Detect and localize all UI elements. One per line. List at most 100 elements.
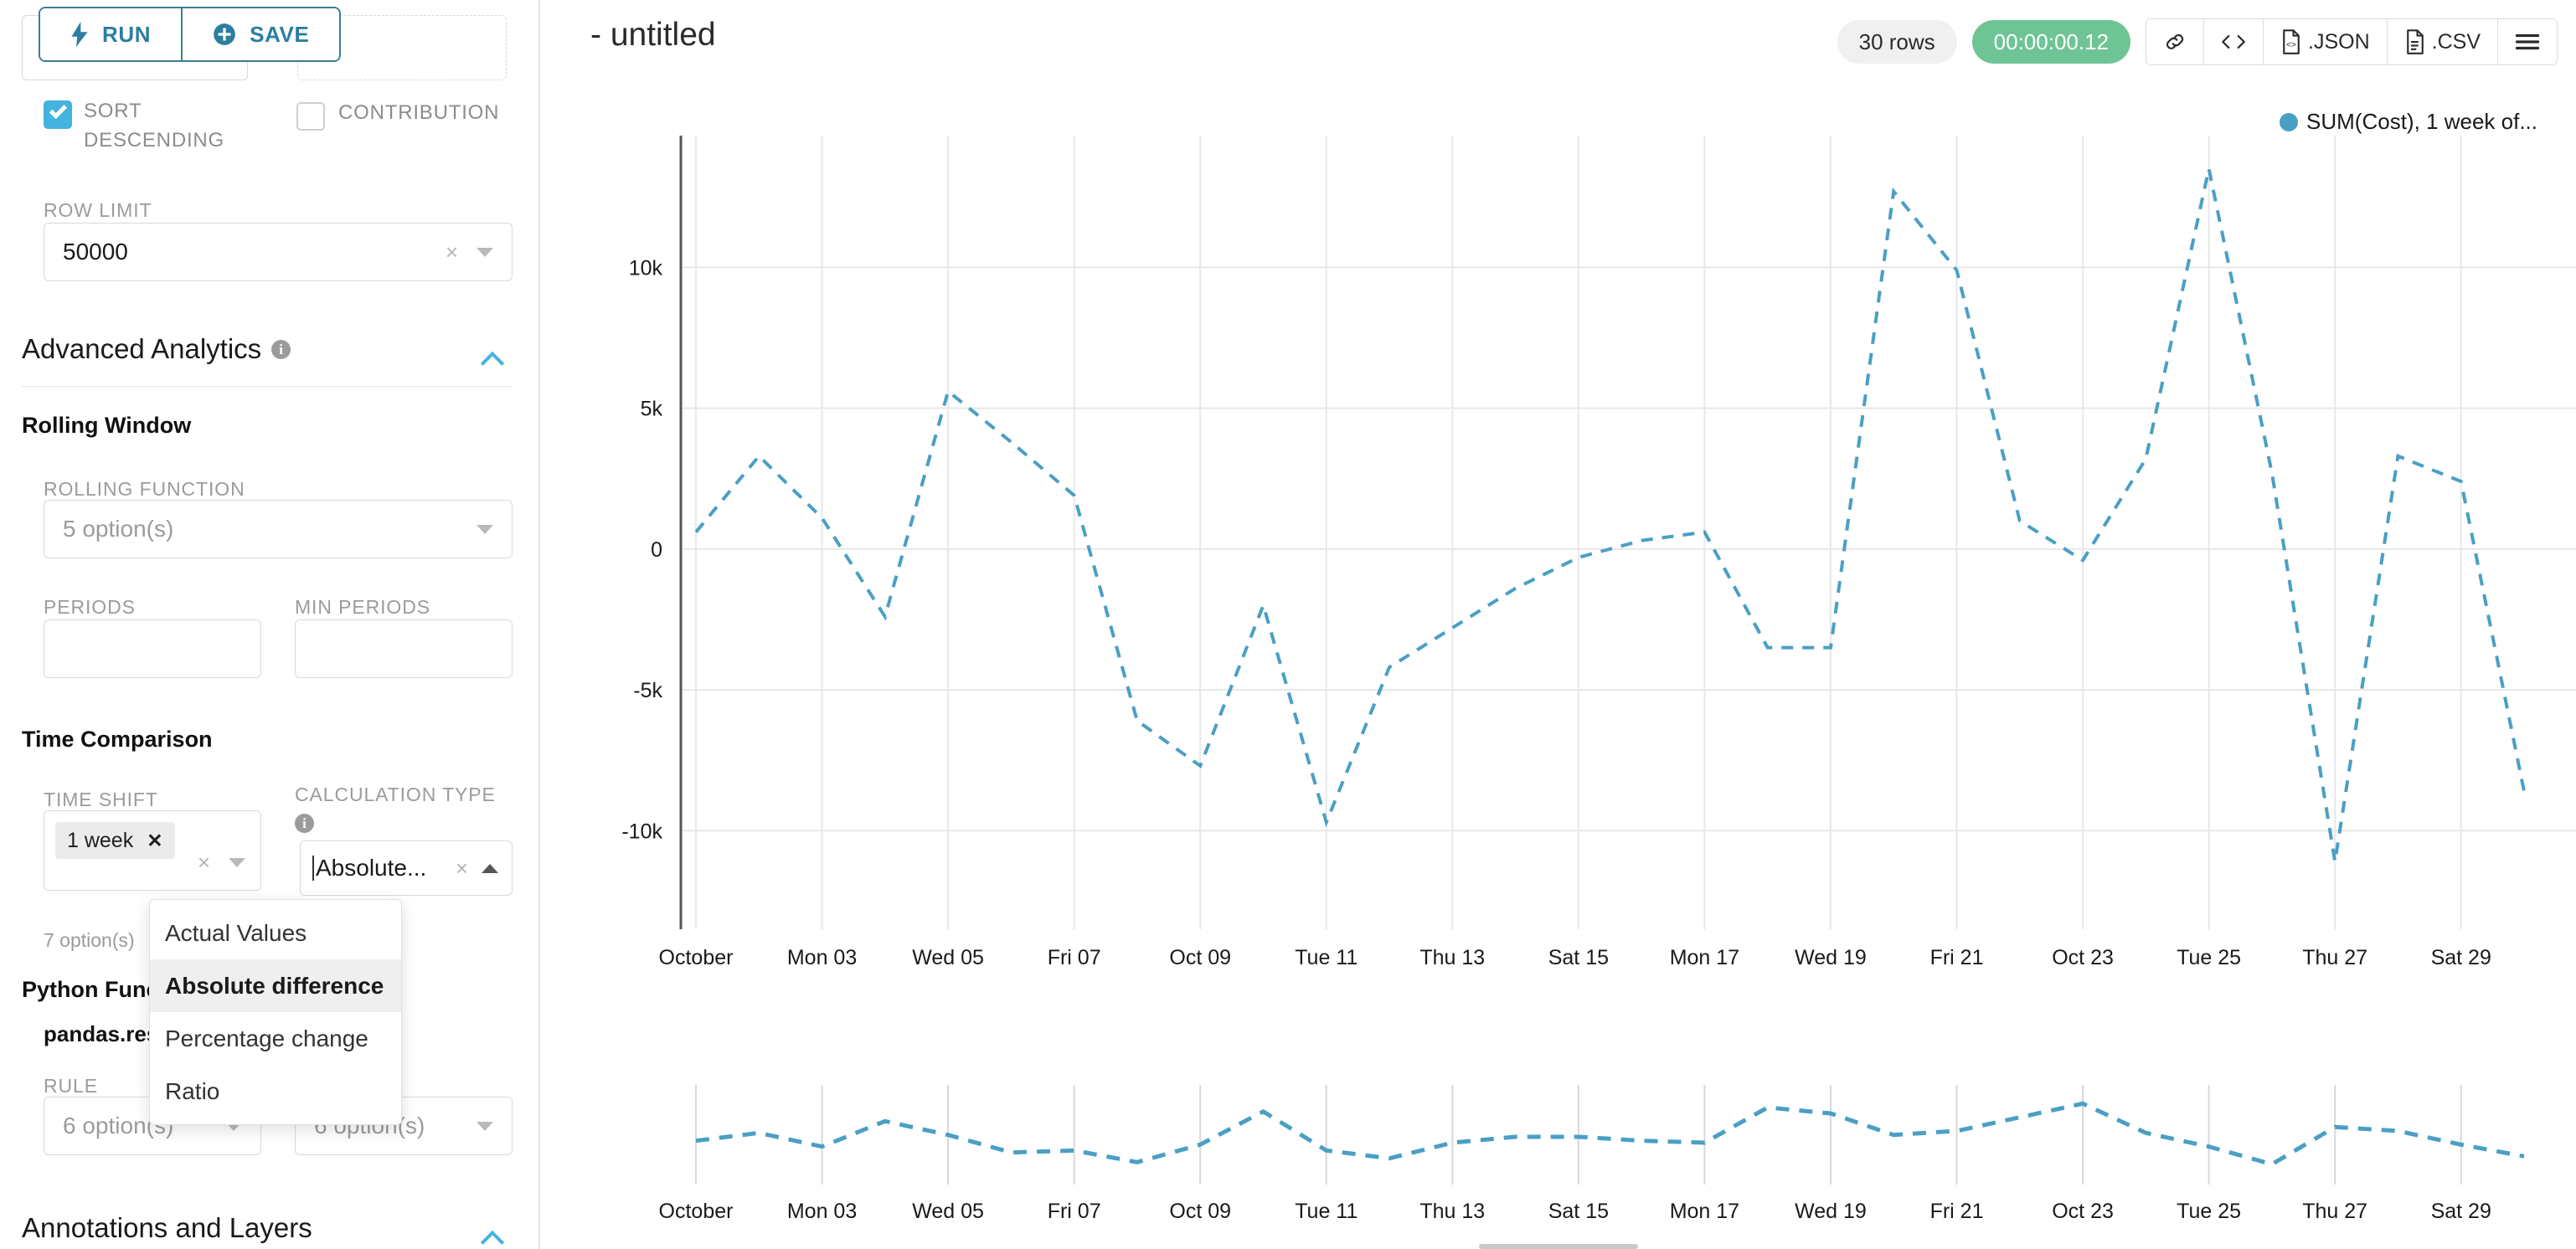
row-limit-select[interactable]: 50000 × xyxy=(44,223,513,281)
horizontal-scrollbar[interactable] xyxy=(1478,1244,1638,1249)
csv-download-label: .CSV xyxy=(2431,29,2481,54)
chart-legend[interactable]: SUM(Cost), 1 week of... xyxy=(2280,109,2537,135)
menu-icon[interactable] xyxy=(2497,19,2557,64)
code-icon[interactable] xyxy=(2203,19,2264,64)
svg-text:Thu 13: Thu 13 xyxy=(1419,1200,1485,1223)
svg-text:Oct 23: Oct 23 xyxy=(2052,1200,2114,1223)
run-save-button-group[interactable]: RUN SAVE xyxy=(39,7,342,62)
row-limit-label: ROW LIMIT xyxy=(44,199,152,221)
overview-line-chart[interactable]: October Mon 03 Wed 05 Fri 07 Oct 09 Tue 11 Thu… xyxy=(540,1073,2576,1232)
control-panel-sidebar[interactable]: 7 option(s) RUN SAVE xyxy=(0,0,540,1249)
contribution-label: CONTRIBUTION xyxy=(338,101,500,124)
clear-icon[interactable]: × xyxy=(197,850,210,875)
svg-text:-5k: -5k xyxy=(633,679,662,702)
clear-icon[interactable]: × xyxy=(445,239,458,265)
advanced-analytics-collapse-icon[interactable] xyxy=(480,351,505,376)
svg-text:Fri 07: Fri 07 xyxy=(1048,946,1101,969)
svg-text:Thu 27: Thu 27 xyxy=(2302,946,2367,969)
svg-text:Mon 17: Mon 17 xyxy=(1670,946,1739,969)
svg-text:Thu 27: Thu 27 xyxy=(2302,1200,2367,1223)
row-count-badge: 30 rows xyxy=(1837,20,1957,64)
calculation-type-label: CALCULATION TYPE xyxy=(295,784,496,805)
min-periods-label: MIN PERIODS xyxy=(295,596,430,618)
chevron-down-icon[interactable] xyxy=(229,857,245,867)
svg-text:Fri 07: Fri 07 xyxy=(1048,1200,1101,1223)
chevron-up-icon[interactable] xyxy=(482,863,498,873)
time-shift-token[interactable]: 1 week ✕ xyxy=(55,822,175,859)
remove-token-icon[interactable]: ✕ xyxy=(147,829,163,851)
svg-text:Thu 13: Thu 13 xyxy=(1419,946,1485,969)
csv-download-button[interactable]: .CSV xyxy=(2386,19,2497,64)
chart-action-group[interactable]: <> .JSON .CSV xyxy=(2146,18,2558,65)
save-button[interactable]: SAVE xyxy=(181,8,340,60)
advanced-analytics-title: Advanced Analytics xyxy=(22,333,262,364)
time-shift-token-label: 1 week xyxy=(67,828,134,852)
svg-text:October: October xyxy=(659,1200,734,1223)
svg-text:Sat 15: Sat 15 xyxy=(1548,946,1609,969)
svg-text:Mon 03: Mon 03 xyxy=(787,946,857,969)
min-periods-input[interactable] xyxy=(295,619,513,678)
legend-label: SUM(Cost), 1 week of... xyxy=(2306,109,2537,134)
calculation-type-value: Absolute... xyxy=(316,855,427,881)
periods-label: PERIODS xyxy=(44,596,136,618)
dropdown-option-percentage-change[interactable]: Percentage change xyxy=(165,1025,368,1051)
time-shift-label: TIME SHIFT xyxy=(44,789,158,810)
chevron-down-icon[interactable] xyxy=(477,1121,493,1131)
rolling-function-placeholder: 5 option(s) xyxy=(63,516,174,542)
chevron-down-icon[interactable] xyxy=(225,1121,242,1131)
dropdown-option-actual-values[interactable]: Actual Values xyxy=(165,919,307,946)
annotations-and-layers-title: Annotations and Layers xyxy=(22,1212,312,1243)
link-icon[interactable] xyxy=(2146,19,2204,64)
svg-text:Wed 19: Wed 19 xyxy=(1795,946,1867,969)
chevron-down-icon[interactable] xyxy=(477,247,493,257)
save-button-label: SAVE xyxy=(250,21,310,47)
main-line-chart[interactable]: 10k 5k 0 -5k -10k October Mon 03 Wed 05 Fri 07 Oc… xyxy=(540,134,2576,1046)
annotations-and-layers-header[interactable]: Annotations and Layers xyxy=(22,1212,312,1244)
run-button[interactable]: RUN xyxy=(40,8,182,60)
check-icon xyxy=(49,100,68,120)
dropdown-option-ratio[interactable]: Ratio xyxy=(165,1077,220,1104)
divider xyxy=(22,386,513,387)
svg-text:10k: 10k xyxy=(629,256,663,280)
rolling-function-label: ROLLING FUNCTION xyxy=(44,478,245,500)
sort-descending-checkbox[interactable] xyxy=(44,100,72,129)
run-button-label: RUN xyxy=(102,21,152,47)
svg-text:Fri 21: Fri 21 xyxy=(1930,946,1984,969)
calculation-type-select[interactable]: Absolute... × xyxy=(300,840,513,896)
query-time-badge: 00:00:00.12 xyxy=(1971,20,2131,64)
info-icon[interactable]: i xyxy=(271,339,291,359)
periods-input[interactable] xyxy=(44,619,261,678)
svg-text:Oct 23: Oct 23 xyxy=(2052,946,2114,969)
row-limit-value: 50000 xyxy=(63,239,128,265)
legend-swatch xyxy=(2280,112,2299,131)
rolling-function-select[interactable]: 5 option(s) xyxy=(44,500,513,558)
svg-text:Wed 05: Wed 05 xyxy=(912,946,984,969)
calculation-type-dropdown-menu[interactable]: Actual Values Absolute difference Percen… xyxy=(149,899,402,1125)
svg-text:Sat 29: Sat 29 xyxy=(2431,946,2491,969)
svg-text:Mon 17: Mon 17 xyxy=(1670,1200,1739,1223)
svg-text:Wed 05: Wed 05 xyxy=(912,1200,984,1223)
json-download-label: .JSON xyxy=(2308,29,2370,54)
chevron-down-icon[interactable] xyxy=(477,524,493,534)
svg-text:-10k: -10k xyxy=(621,820,662,843)
plus-circle-icon xyxy=(213,23,236,46)
time-comparison-title: Time Comparison xyxy=(22,727,213,752)
advanced-analytics-header[interactable]: Advanced Analytics i xyxy=(22,333,291,365)
annotations-collapse-icon[interactable] xyxy=(480,1230,505,1249)
svg-text:5k: 5k xyxy=(641,398,663,421)
dropdown-option-absolute-difference[interactable]: Absolute difference xyxy=(150,959,401,1012)
bolt-icon xyxy=(70,22,89,47)
svg-text:Tue 11: Tue 11 xyxy=(1295,1200,1358,1223)
json-download-button[interactable]: <> .JSON xyxy=(2263,19,2387,64)
svg-text:Tue 25: Tue 25 xyxy=(2177,946,2241,969)
info-icon[interactable]: i xyxy=(295,814,314,833)
svg-text:Sat 15: Sat 15 xyxy=(1548,1200,1609,1223)
page-title[interactable]: - untitled xyxy=(590,17,716,53)
chart-toolbar[interactable]: 30 rows 00:00:00.12 <> xyxy=(1837,18,2558,65)
svg-text:Oct 09: Oct 09 xyxy=(1169,1200,1231,1223)
text-cursor xyxy=(312,856,314,881)
svg-text:Mon 03: Mon 03 xyxy=(787,1200,857,1223)
contribution-checkbox[interactable] xyxy=(296,102,325,131)
clear-icon[interactable]: × xyxy=(455,856,468,881)
